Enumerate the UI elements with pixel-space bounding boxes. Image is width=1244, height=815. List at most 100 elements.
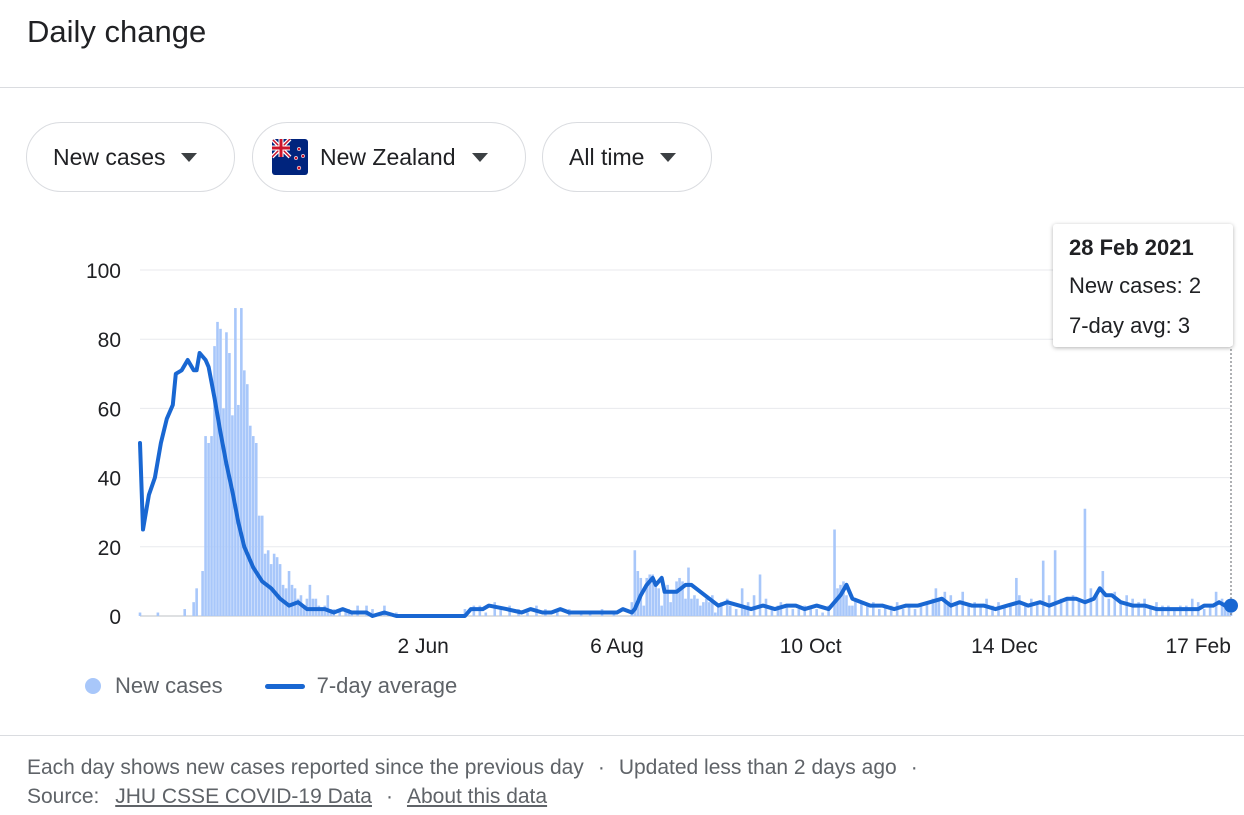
- footer-line-1: Each day shows new cases reported since …: [27, 756, 932, 780]
- new-cases-bar: [672, 591, 675, 616]
- footer-divider: [0, 735, 1244, 736]
- new-cases-bar: [821, 612, 824, 616]
- new-cases-bar: [201, 571, 204, 616]
- metric-dropdown[interactable]: New cases: [26, 122, 235, 192]
- new-cases-bar: [287, 571, 291, 616]
- new-cases-bar: [222, 408, 225, 616]
- new-cases-bar: [1059, 598, 1063, 616]
- new-cases-bar: [675, 581, 678, 616]
- new-cases-bar: [1089, 588, 1093, 616]
- new-cases-bar: [839, 584, 842, 616]
- x-tick-label: 2 Jun: [397, 635, 448, 658]
- footer-source-label: Source:: [27, 785, 100, 808]
- new-cases-bar: [1137, 602, 1140, 616]
- new-cases-bar: [705, 598, 708, 616]
- new-cases-bar: [237, 404, 240, 616]
- footer-note: Each day shows new cases reported since …: [27, 756, 584, 779]
- new-cases-bar: [696, 598, 699, 616]
- new-cases-bar: [770, 609, 774, 616]
- new-cases-bar: [684, 598, 687, 616]
- new-cases-bar: [216, 321, 219, 616]
- new-cases-bar: [1053, 550, 1057, 616]
- new-cases-bar: [967, 605, 970, 616]
- new-cases-bar: [1220, 598, 1224, 616]
- new-cases-bar: [946, 602, 950, 616]
- new-cases-bar: [326, 595, 330, 616]
- new-cases-bar: [657, 588, 660, 616]
- new-cases-bar: [860, 602, 863, 616]
- range-dropdown[interactable]: All time: [542, 122, 712, 192]
- new-cases-bar: [210, 436, 213, 616]
- location-dropdown[interactable]: New Zealand: [252, 122, 526, 192]
- about-data-link[interactable]: About this data: [406, 785, 548, 808]
- new-cases-bar: [1009, 605, 1012, 616]
- y-tick-label: 0: [109, 606, 121, 629]
- new-cases-bar: [845, 595, 848, 616]
- new-cases-bar: [234, 308, 237, 616]
- new-cases-bar: [943, 591, 947, 616]
- new-cases-bar: [851, 605, 854, 616]
- new-cases-bar: [1149, 605, 1152, 616]
- new-cases-bar: [260, 515, 264, 616]
- footer-separator: ·: [385, 785, 393, 808]
- new-cases-bar: [648, 574, 652, 616]
- new-cases-bar: [681, 581, 684, 616]
- new-cases-bar: [836, 588, 839, 616]
- new-cases-bar: [1029, 598, 1033, 616]
- footer-separator: ·: [910, 756, 918, 779]
- new-cases-bar: [192, 602, 195, 616]
- new-cases-bar: [266, 550, 270, 616]
- new-cases-bar: [231, 415, 234, 616]
- new-cases-bar: [272, 553, 276, 616]
- new-cases-bar: [931, 598, 935, 616]
- new-cases-bar: [866, 605, 869, 616]
- seven-day-average-path: [138, 351, 1233, 618]
- legend-avg-line: [264, 683, 305, 689]
- y-tick-label: 60: [98, 398, 121, 421]
- new-cases-bar: [725, 598, 729, 616]
- new-cases-bar: [854, 598, 857, 616]
- new-cases-bar: [290, 584, 294, 616]
- footer-line-2: Source: JHU CSSE COVID-19 Data · About thi…: [27, 785, 547, 809]
- new-cases-bar: [690, 598, 693, 616]
- new-cases-bar: [338, 609, 342, 616]
- new-cases-bar: [925, 602, 929, 616]
- new-cases-bar: [254, 443, 258, 616]
- new-cases-bar: [693, 595, 696, 616]
- new-cases-bar: [1095, 595, 1099, 616]
- new-cases-bar: [463, 609, 467, 616]
- new-cases-bar: [1173, 609, 1176, 616]
- daily-change-chart[interactable]: 0 20 40 60 80 100 2 Jun 6 Aug 10 Oct 14 Dec 17 Fe…: [0, 200, 1244, 670]
- location-dropdown-label: New Zealand: [320, 143, 456, 170]
- new-cases-bar: [204, 436, 207, 616]
- x-axis-labels: 2 Jun 6 Aug 10 Oct 14 Dec 17 Feb: [397, 635, 1230, 658]
- x-tick-label: 6 Aug: [590, 635, 644, 658]
- new-cases-bar: [257, 515, 261, 616]
- new-cases-bar: [937, 598, 941, 616]
- new-cases-bar: [1107, 598, 1111, 616]
- new-cases-bar: [654, 584, 657, 616]
- chevron-down-icon: [181, 152, 198, 162]
- new-cases-bar: [687, 567, 690, 616]
- source-link[interactable]: JHU CSSE COVID-19 Data: [115, 785, 372, 808]
- new-cases-bar: [877, 609, 881, 616]
- new-cases-bar: [743, 605, 747, 616]
- y-tick-label: 80: [98, 329, 121, 352]
- new-cases-bar: [251, 436, 255, 616]
- x-tick-label: 17 Feb: [1166, 635, 1231, 658]
- new-cases-bar: [156, 612, 160, 616]
- new-cases-bar: [246, 384, 249, 616]
- new-cases-bar: [1077, 598, 1081, 616]
- legend-new-cases-label: New cases: [115, 673, 223, 698]
- new-cases-bar: [716, 605, 720, 616]
- new-cases-bar: [714, 612, 717, 616]
- new-cases-bar: [901, 609, 905, 616]
- chart-tooltip: 28 Feb 2021 New cases: 2 7-day avg: 3: [1053, 224, 1233, 347]
- new-cases-bar: [651, 574, 655, 616]
- new-cases-bar: [1024, 605, 1027, 616]
- new-cases-bar: [678, 577, 681, 616]
- new-cases-bar: [1018, 595, 1021, 616]
- new-cases-bar: [979, 605, 982, 616]
- new-cases-bar: [636, 571, 640, 616]
- new-cases-bar: [1041, 560, 1045, 616]
